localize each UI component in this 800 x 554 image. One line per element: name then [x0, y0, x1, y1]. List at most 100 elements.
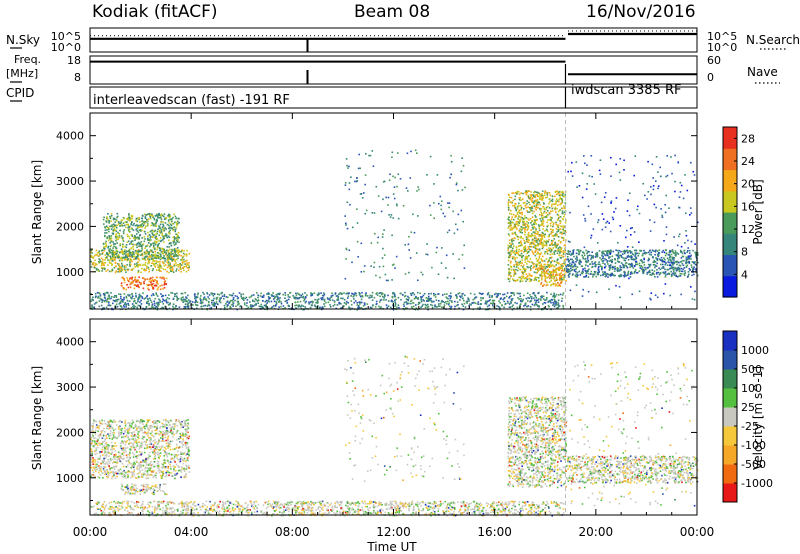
power-cell [474, 302, 477, 304]
power-cell [273, 297, 276, 300]
power-cell [154, 247, 156, 249]
power-cell [123, 288, 125, 290]
power-cell [350, 176, 352, 178]
power-cell [449, 299, 451, 302]
power-cell [316, 293, 319, 296]
power-cell [630, 251, 633, 253]
power-cell [458, 258, 460, 261]
power-cell [105, 244, 107, 246]
power-cell [141, 297, 144, 299]
power-cell [215, 297, 218, 299]
power-cell [255, 302, 257, 305]
power-cell [132, 305, 134, 308]
power-cell [554, 295, 557, 297]
power-cell [232, 298, 235, 301]
power-cell [562, 228, 564, 231]
power-cell [472, 302, 474, 304]
power-cell [517, 218, 520, 220]
power-cell [114, 221, 116, 223]
power-cell [176, 224, 178, 227]
power-cell [519, 231, 522, 234]
power-cell [555, 211, 557, 213]
power-cell [511, 228, 513, 231]
power-cell [523, 217, 526, 220]
nave-tick-high: 60 [707, 54, 721, 67]
power-cell [383, 299, 385, 301]
power-cell [580, 261, 582, 263]
power-cell [147, 231, 149, 234]
power-cell [670, 275, 673, 278]
power-cell [531, 212, 534, 215]
power-cell [528, 277, 530, 280]
power-cell [217, 303, 219, 306]
power-cell [223, 295, 226, 297]
power-cell [387, 305, 390, 307]
power-cell [563, 260, 566, 263]
power-cell [569, 250, 571, 253]
power-cell [672, 269, 675, 271]
power-cell [323, 303, 325, 305]
power-cell [686, 264, 689, 267]
power-cell [162, 256, 165, 259]
power-cell [285, 299, 288, 302]
power-cell [513, 269, 515, 272]
power-cell [239, 305, 241, 308]
power-cell [464, 294, 466, 297]
power-cell [535, 264, 537, 267]
power-cell [151, 304, 154, 306]
cpid-panel-frame [89, 86, 698, 109]
power-cell [101, 249, 103, 252]
power-cell [675, 269, 678, 272]
power-cell [118, 303, 121, 305]
power-cell [106, 236, 109, 238]
power-cell [135, 302, 138, 305]
power-cell [520, 208, 522, 211]
power-cell [688, 262, 691, 264]
power-cell [549, 277, 551, 280]
power-cell [297, 301, 299, 303]
power-cell [590, 258, 592, 260]
power-cell [140, 250, 142, 252]
power-cell [610, 274, 612, 276]
power-cell [454, 300, 456, 303]
power-cell [527, 305, 530, 307]
power-cell [158, 267, 161, 270]
power-cell [678, 264, 681, 267]
power-cell [314, 304, 316, 307]
power-cell [550, 284, 552, 287]
power-cell [242, 293, 245, 295]
power-cell [113, 243, 115, 245]
power-cell [523, 242, 526, 244]
power-cell [537, 299, 539, 301]
power-cell [618, 275, 620, 277]
power-cell [652, 261, 655, 264]
power-cell [100, 298, 103, 301]
power-cell [429, 155, 432, 158]
power-cell [101, 263, 103, 265]
power-cell [109, 304, 112, 307]
power-cell [397, 304, 400, 306]
power-cell [519, 254, 521, 257]
power-cell [447, 202, 449, 204]
power-cell [397, 217, 400, 220]
power-cell [146, 237, 149, 240]
power-cell [510, 298, 513, 301]
power-cell [529, 274, 531, 276]
power-cell [422, 299, 425, 301]
power-cell [144, 255, 146, 258]
power-cell [130, 255, 132, 258]
power-cell [167, 262, 169, 265]
power-cell [512, 199, 514, 202]
power-cell [337, 299, 340, 301]
power-cell [590, 256, 593, 259]
power-cell [527, 241, 530, 243]
power-cell [159, 288, 162, 290]
power-cell [559, 276, 561, 279]
power-cell [664, 261, 667, 264]
power-cell [544, 191, 546, 193]
power-cell [117, 238, 119, 241]
power-cell [151, 306, 153, 308]
power-cell [495, 296, 498, 298]
power-cell [375, 300, 378, 303]
power-cell [584, 258, 586, 260]
